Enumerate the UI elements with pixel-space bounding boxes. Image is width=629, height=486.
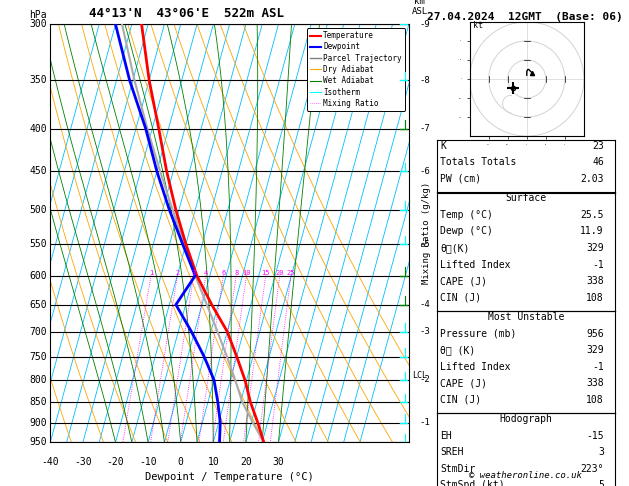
Text: -5: -5 bbox=[420, 240, 431, 248]
Text: 338: 338 bbox=[586, 378, 604, 388]
Text: 956: 956 bbox=[586, 329, 604, 339]
Text: K: K bbox=[440, 141, 446, 151]
Text: 900: 900 bbox=[29, 417, 47, 428]
Text: 800: 800 bbox=[29, 375, 47, 385]
Text: θᴇ(K): θᴇ(K) bbox=[440, 243, 470, 253]
Text: -15: -15 bbox=[586, 431, 604, 441]
Text: -3: -3 bbox=[420, 327, 431, 336]
Text: 2.03: 2.03 bbox=[581, 174, 604, 184]
Text: © weatheronline.co.uk: © weatheronline.co.uk bbox=[469, 471, 582, 480]
Text: Mixing Ratio (g/kg): Mixing Ratio (g/kg) bbox=[421, 182, 431, 284]
Text: Hodograph: Hodograph bbox=[499, 414, 553, 424]
Text: 600: 600 bbox=[29, 271, 47, 280]
Text: 1: 1 bbox=[149, 270, 153, 276]
Text: 0: 0 bbox=[178, 457, 184, 467]
Text: 23: 23 bbox=[592, 141, 604, 151]
Text: 20: 20 bbox=[240, 457, 252, 467]
Text: 450: 450 bbox=[29, 166, 47, 176]
Text: 6: 6 bbox=[221, 270, 225, 276]
Text: -10: -10 bbox=[139, 457, 157, 467]
Text: 108: 108 bbox=[586, 395, 604, 405]
Text: 15: 15 bbox=[262, 270, 270, 276]
Text: StmDir: StmDir bbox=[440, 464, 476, 474]
Text: 27.04.2024  12GMT  (Base: 06): 27.04.2024 12GMT (Base: 06) bbox=[427, 12, 623, 22]
Text: 650: 650 bbox=[29, 300, 47, 310]
Text: 329: 329 bbox=[586, 243, 604, 253]
Text: 4: 4 bbox=[204, 270, 208, 276]
Text: PW (cm): PW (cm) bbox=[440, 174, 481, 184]
Text: -6: -6 bbox=[420, 167, 431, 176]
Text: Lifted Index: Lifted Index bbox=[440, 362, 511, 372]
Text: -30: -30 bbox=[74, 457, 92, 467]
Text: 10: 10 bbox=[242, 270, 251, 276]
Text: CIN (J): CIN (J) bbox=[440, 293, 481, 303]
Text: EH: EH bbox=[440, 431, 452, 441]
Text: 2: 2 bbox=[175, 270, 179, 276]
Text: 750: 750 bbox=[29, 351, 47, 362]
Text: -1: -1 bbox=[420, 418, 431, 427]
Text: Pressure (mb): Pressure (mb) bbox=[440, 329, 516, 339]
Text: 25.5: 25.5 bbox=[581, 210, 604, 220]
Text: Most Unstable: Most Unstable bbox=[488, 312, 564, 322]
Text: 700: 700 bbox=[29, 327, 47, 336]
Text: hPa: hPa bbox=[29, 10, 47, 20]
Text: kt: kt bbox=[474, 20, 484, 30]
Text: CAPE (J): CAPE (J) bbox=[440, 378, 487, 388]
Text: SREH: SREH bbox=[440, 447, 464, 457]
Text: -4: -4 bbox=[420, 300, 431, 309]
Text: Temp (°C): Temp (°C) bbox=[440, 210, 493, 220]
Text: θᴇ (K): θᴇ (K) bbox=[440, 345, 476, 355]
Text: 11.9: 11.9 bbox=[581, 226, 604, 237]
Text: 350: 350 bbox=[29, 75, 47, 85]
Text: 108: 108 bbox=[586, 293, 604, 303]
Text: CAPE (J): CAPE (J) bbox=[440, 276, 487, 286]
Text: 550: 550 bbox=[29, 239, 47, 249]
Text: 329: 329 bbox=[586, 345, 604, 355]
Text: 10: 10 bbox=[208, 457, 219, 467]
Text: -40: -40 bbox=[42, 457, 59, 467]
Text: -7: -7 bbox=[420, 124, 431, 133]
Text: Lifted Index: Lifted Index bbox=[440, 260, 511, 270]
Text: Surface: Surface bbox=[506, 193, 547, 204]
Text: -1: -1 bbox=[592, 260, 604, 270]
Text: 338: 338 bbox=[586, 276, 604, 286]
Text: 300: 300 bbox=[29, 19, 47, 29]
Text: 850: 850 bbox=[29, 397, 47, 407]
Text: Dewpoint / Temperature (°C): Dewpoint / Temperature (°C) bbox=[145, 471, 314, 482]
Text: 400: 400 bbox=[29, 123, 47, 134]
Text: 8: 8 bbox=[234, 270, 238, 276]
Text: -9: -9 bbox=[420, 20, 431, 29]
Text: 44°13'N  43°06'E  522m ASL: 44°13'N 43°06'E 522m ASL bbox=[89, 7, 284, 20]
Text: 30: 30 bbox=[272, 457, 284, 467]
Text: km
ASL: km ASL bbox=[412, 0, 428, 16]
Text: -8: -8 bbox=[420, 76, 431, 85]
Text: LCL: LCL bbox=[412, 371, 427, 380]
Text: 25: 25 bbox=[287, 270, 295, 276]
Text: 3: 3 bbox=[598, 447, 604, 457]
Text: 46: 46 bbox=[592, 157, 604, 168]
Text: 20: 20 bbox=[276, 270, 284, 276]
Text: -2: -2 bbox=[420, 376, 431, 384]
Text: 500: 500 bbox=[29, 205, 47, 214]
Text: StmSpd (kt): StmSpd (kt) bbox=[440, 480, 505, 486]
Text: 3: 3 bbox=[192, 270, 196, 276]
Text: Totals Totals: Totals Totals bbox=[440, 157, 516, 168]
Text: -1: -1 bbox=[592, 362, 604, 372]
Text: 950: 950 bbox=[29, 437, 47, 447]
Text: 223°: 223° bbox=[581, 464, 604, 474]
Text: CIN (J): CIN (J) bbox=[440, 395, 481, 405]
Legend: Temperature, Dewpoint, Parcel Trajectory, Dry Adiabat, Wet Adiabat, Isotherm, Mi: Temperature, Dewpoint, Parcel Trajectory… bbox=[306, 28, 405, 111]
Text: -20: -20 bbox=[107, 457, 125, 467]
Text: Dewp (°C): Dewp (°C) bbox=[440, 226, 493, 237]
Text: 5: 5 bbox=[598, 480, 604, 486]
